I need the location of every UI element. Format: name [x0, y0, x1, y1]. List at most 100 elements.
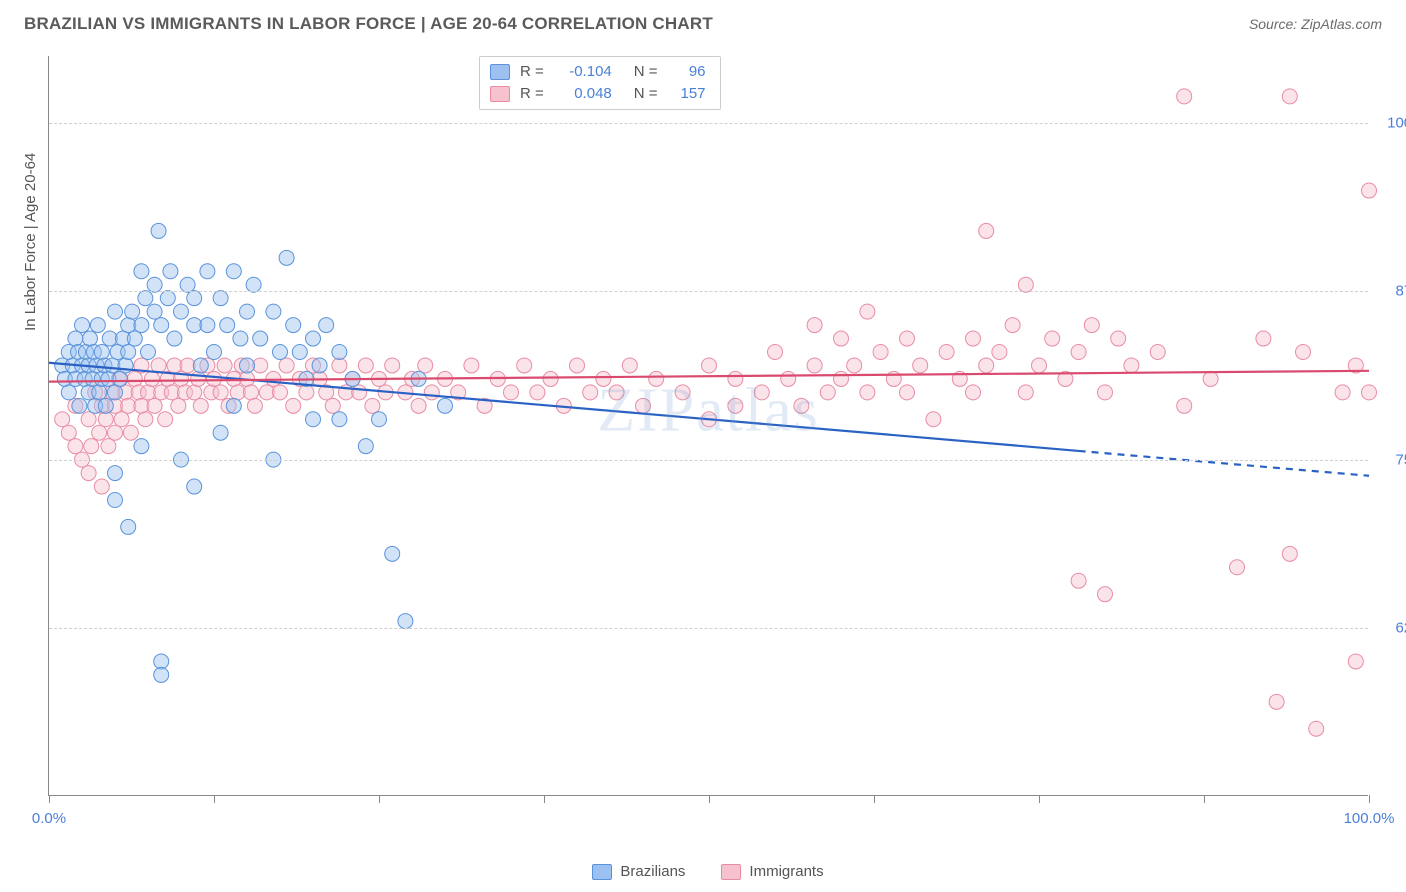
point-immigrants [1269, 694, 1284, 709]
point-immigrants [1071, 573, 1086, 588]
r-label: R = [520, 61, 544, 83]
point-brazilians [108, 385, 123, 400]
point-brazilians [240, 358, 255, 373]
point-immigrants [1032, 358, 1047, 373]
point-brazilians [398, 614, 413, 629]
point-brazilians [154, 667, 169, 682]
swatch-immigrants [490, 86, 510, 102]
chart-svg [49, 56, 1368, 795]
point-immigrants [108, 425, 123, 440]
y-axis-label: In Labor Force | Age 20-64 [22, 153, 39, 331]
point-immigrants [900, 385, 915, 400]
point-immigrants [365, 398, 380, 413]
point-brazilians [292, 345, 307, 360]
point-immigrants [385, 358, 400, 373]
point-immigrants [768, 345, 783, 360]
point-brazilians [207, 345, 222, 360]
r-label: R = [520, 83, 544, 105]
legend-label: Immigrants [749, 863, 823, 880]
point-immigrants [247, 398, 262, 413]
point-immigrants [123, 425, 138, 440]
point-immigrants [992, 345, 1007, 360]
point-immigrants [358, 358, 373, 373]
point-brazilians [240, 304, 255, 319]
point-brazilians [306, 331, 321, 346]
y-tick-label: 62.5% [1378, 619, 1406, 636]
point-immigrants [847, 358, 862, 373]
point-brazilians [180, 277, 195, 292]
point-brazilians [134, 318, 149, 333]
point-immigrants [279, 358, 294, 373]
point-brazilians [213, 291, 228, 306]
point-immigrants [1282, 89, 1297, 104]
point-immigrants [114, 412, 129, 427]
point-immigrants [807, 318, 822, 333]
point-immigrants [728, 371, 743, 386]
x-tick [1204, 795, 1205, 803]
point-immigrants [504, 385, 519, 400]
point-brazilians [438, 398, 453, 413]
point-immigrants [636, 398, 651, 413]
n-label: N = [634, 83, 658, 105]
point-immigrants [900, 331, 915, 346]
chart-title: BRAZILIAN VS IMMIGRANTS IN LABOR FORCE |… [24, 14, 713, 34]
point-brazilians [113, 371, 128, 386]
point-brazilians [266, 304, 281, 319]
x-tick [709, 795, 710, 803]
point-brazilians [94, 345, 109, 360]
point-immigrants [596, 371, 611, 386]
point-immigrants [834, 331, 849, 346]
point-immigrants [273, 385, 288, 400]
x-tick-label: 0.0% [32, 810, 66, 827]
point-immigrants [1348, 654, 1363, 669]
correlation-row-brazilians: R = -0.104 N = 96 [490, 61, 706, 83]
point-immigrants [94, 479, 109, 494]
correlation-row-immigrants: R = 0.048 N = 157 [490, 83, 706, 105]
r-value-brazilians: -0.104 [552, 61, 612, 83]
legend-label: Brazilians [620, 863, 685, 880]
point-immigrants [781, 371, 796, 386]
point-immigrants [286, 398, 301, 413]
correlation-legend: R = -0.104 N = 96 R = 0.048 N = 157 [479, 56, 721, 110]
point-immigrants [517, 358, 532, 373]
point-brazilians [193, 358, 208, 373]
point-immigrants [1005, 318, 1020, 333]
point-brazilians [68, 331, 83, 346]
point-brazilians [372, 412, 387, 427]
point-immigrants [55, 412, 70, 427]
point-immigrants [171, 398, 186, 413]
point-brazilians [75, 318, 90, 333]
point-brazilians [154, 654, 169, 669]
point-immigrants [1018, 277, 1033, 292]
point-immigrants [1045, 331, 1060, 346]
point-brazilians [134, 439, 149, 454]
point-immigrants [807, 358, 822, 373]
point-immigrants [1177, 89, 1192, 104]
point-immigrants [243, 385, 258, 400]
point-brazilians [187, 479, 202, 494]
x-tick [1039, 795, 1040, 803]
point-immigrants [530, 385, 545, 400]
point-immigrants [543, 371, 558, 386]
gridline [49, 460, 1368, 461]
point-brazilians [253, 331, 268, 346]
point-immigrants [127, 371, 142, 386]
x-tick [1369, 795, 1370, 803]
point-immigrants [418, 358, 433, 373]
point-brazilians [286, 318, 301, 333]
point-immigrants [1309, 721, 1324, 736]
point-brazilians [385, 546, 400, 561]
point-immigrants [1018, 385, 1033, 400]
point-brazilians [147, 277, 162, 292]
point-immigrants [1084, 318, 1099, 333]
point-brazilians [108, 493, 123, 508]
legend-item-brazilians: Brazilians [592, 863, 685, 880]
point-immigrants [213, 385, 228, 400]
point-brazilians [174, 304, 189, 319]
point-brazilians [134, 264, 149, 279]
point-immigrants [81, 466, 96, 481]
point-immigrants [424, 385, 439, 400]
swatch-immigrants [721, 864, 741, 880]
point-brazilians [226, 264, 241, 279]
point-immigrants [649, 371, 664, 386]
